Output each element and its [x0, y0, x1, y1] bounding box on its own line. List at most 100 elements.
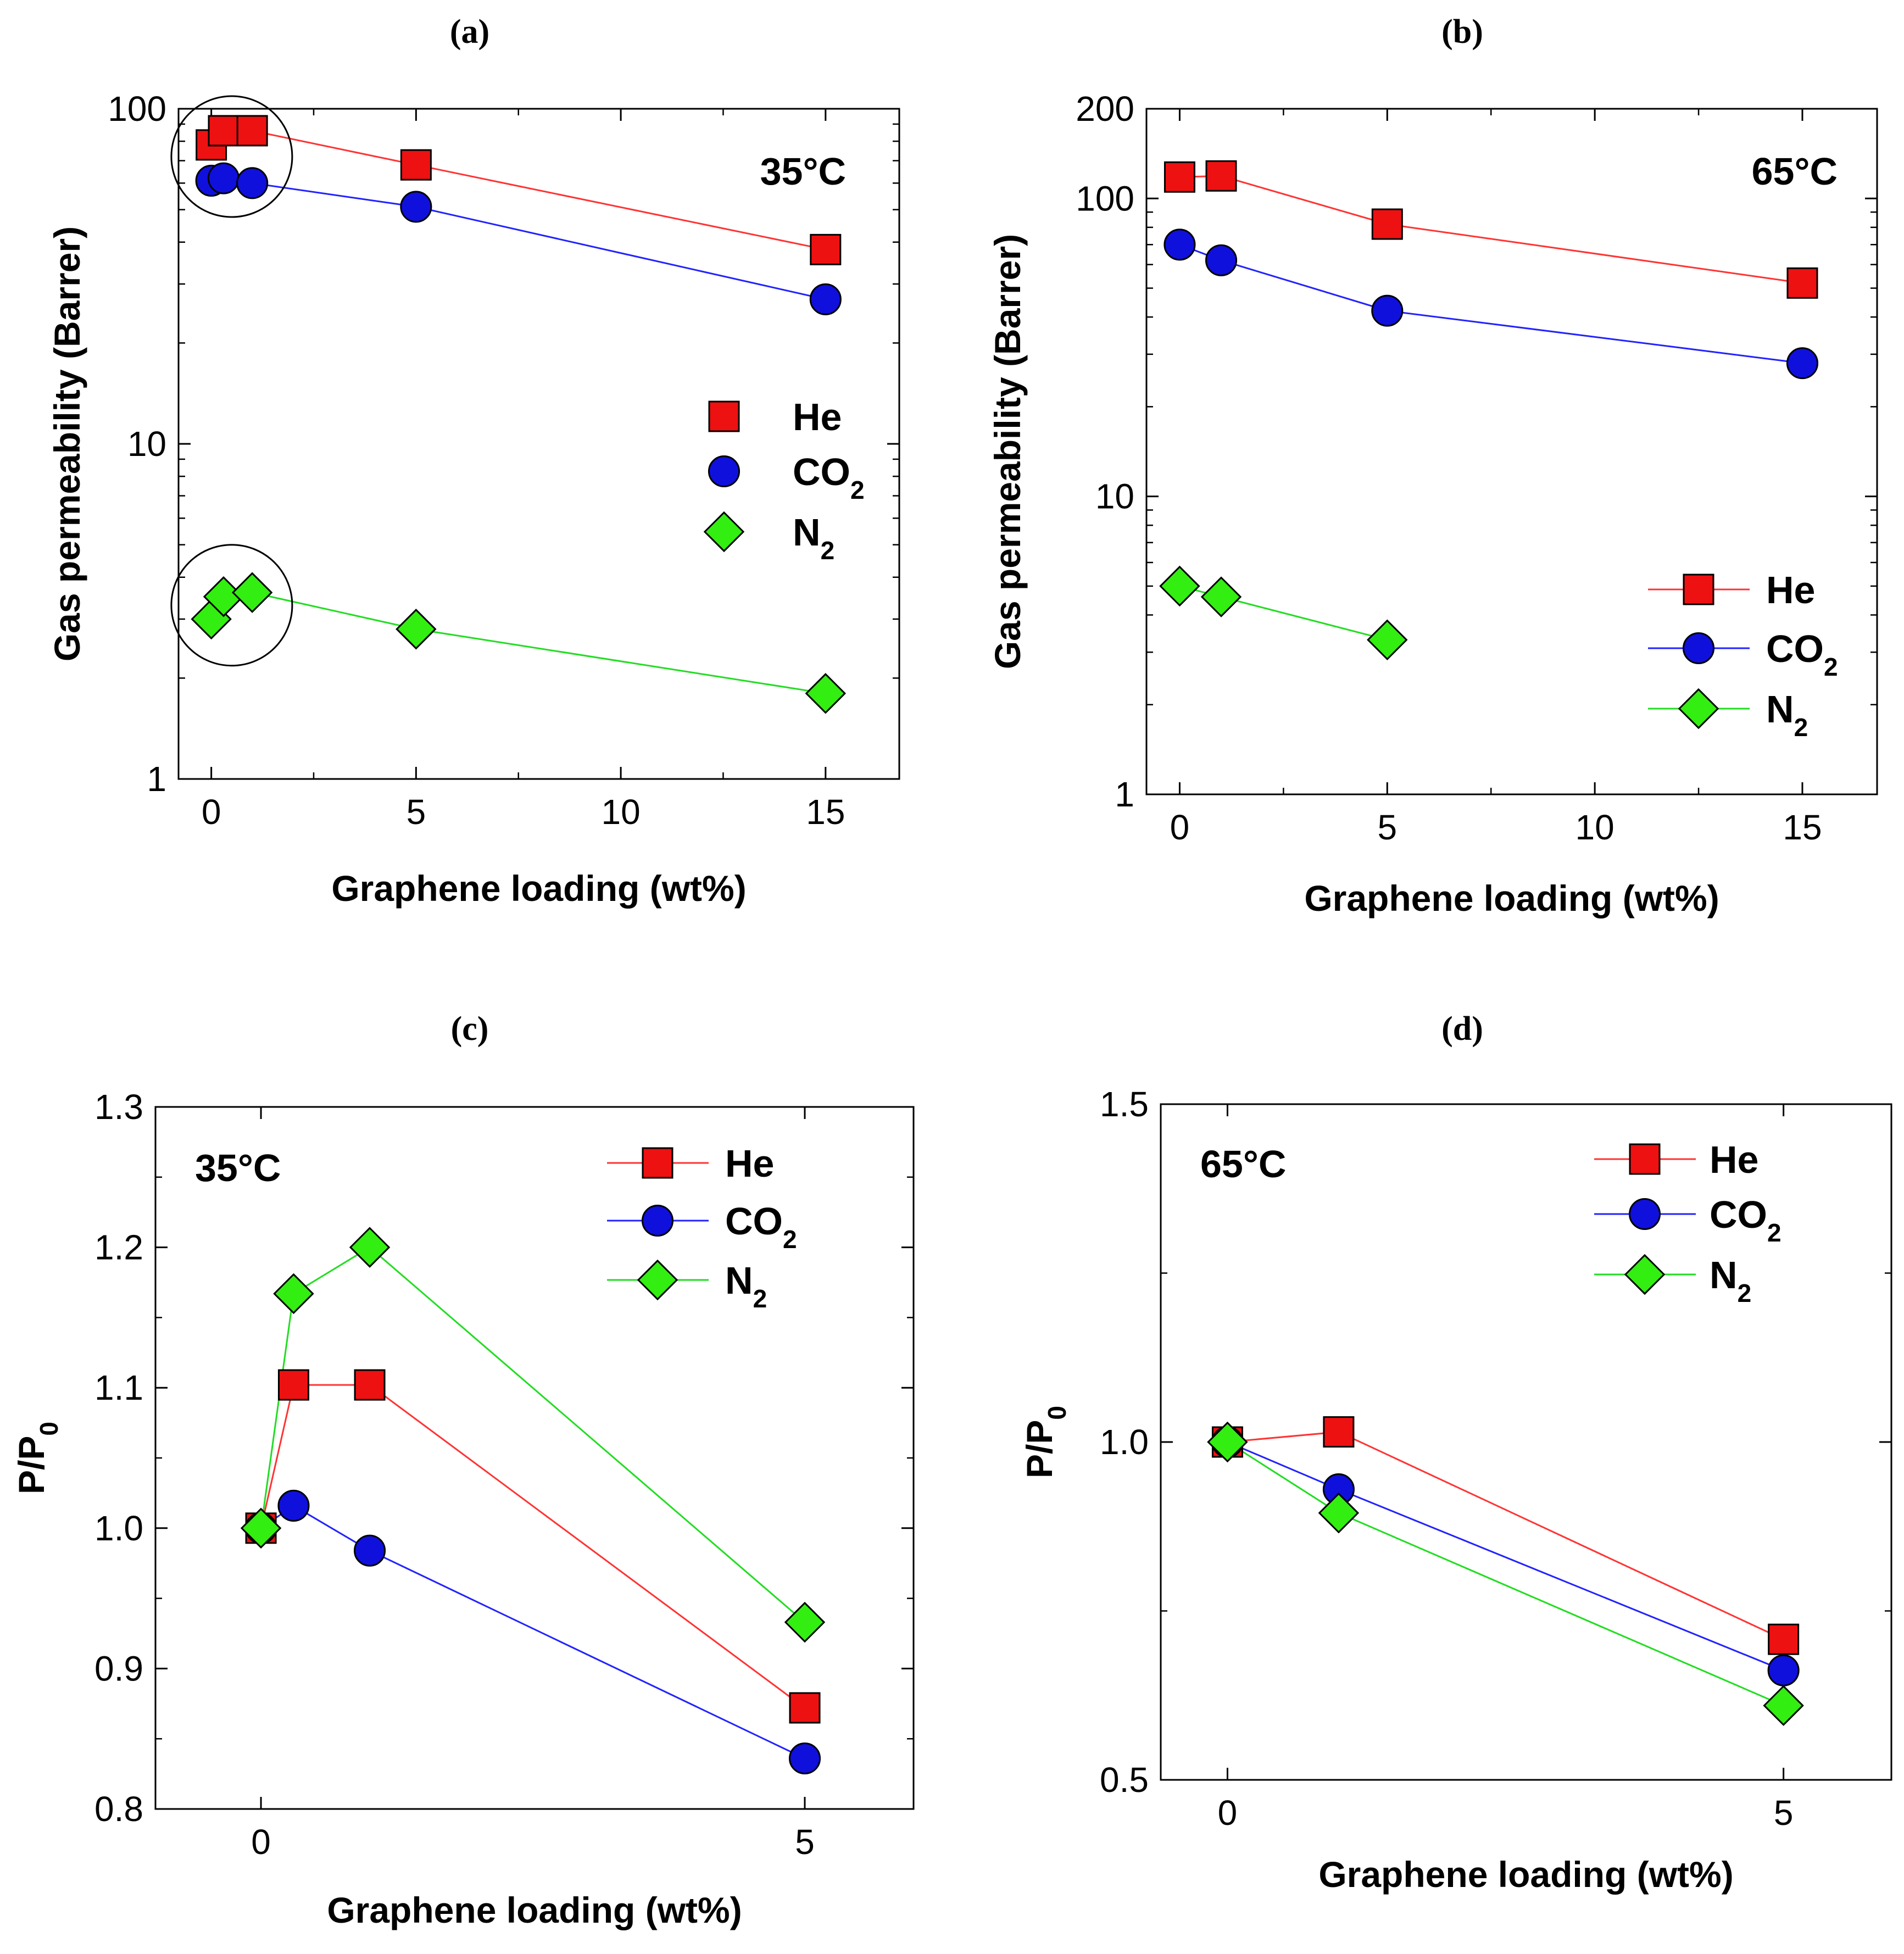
legend-marker-n2 [637, 1259, 678, 1301]
x-tick-label: 10 [1575, 808, 1614, 847]
chart-b-plot: 0 5 10 15 1 10 100 200 Graphene loading (wt%) Gas… [987, 89, 1878, 918]
y-tick-label: 1.0 [1100, 1422, 1149, 1462]
highlight-circle [170, 544, 293, 667]
legend-label-n2: N2 [1766, 688, 1808, 742]
legend-label-he: He [793, 396, 842, 438]
series-line-co2 [1227, 1441, 1784, 1672]
x-axis-title: Graphene loading (wt%) [331, 868, 746, 909]
data-point-n2 [273, 1273, 314, 1315]
x-axis-title: Graphene loading (wt%) [1318, 1854, 1733, 1895]
data-point-he [1371, 208, 1403, 240]
data-point-n2 [231, 572, 273, 613]
data-point-he [1205, 160, 1237, 192]
chart-d-plot: 0 5 0.5 1.0 1.5 Graphene loading (wt%) P/P0 65°… [1019, 1084, 1892, 1895]
y-tick-label: 1 [1115, 775, 1134, 814]
temperature-label: 35°C [195, 1146, 281, 1189]
series-line-n2 [1227, 1441, 1784, 1707]
data-point-n2 [396, 609, 437, 650]
data-point-he [789, 1692, 821, 1724]
legend-marker-co2 [708, 455, 741, 488]
x-tick-label: 15 [1783, 808, 1822, 847]
y-tick-label: 0.8 [94, 1789, 143, 1829]
data-point-n2 [1367, 619, 1408, 660]
x-tick-label: 5 [1377, 808, 1397, 847]
panel-a-letter: (a) [450, 13, 489, 51]
legend-label-he: He [725, 1142, 774, 1185]
y-tick-label: 1.5 [1100, 1084, 1149, 1124]
data-point-n2 [1200, 576, 1242, 617]
y-tick-label: 1.0 [94, 1508, 143, 1548]
panel-b: (b) 0 5 10 15 1 10 100 200 Graphene loading (wt%… [987, 13, 1878, 918]
plot-frame [177, 108, 900, 780]
data-point-he [810, 233, 842, 265]
data-point-n2 [784, 1601, 826, 1643]
legend-label-n2: N2 [725, 1259, 767, 1313]
legend-label-co2: CO2 [793, 450, 865, 504]
x-tick-label: 10 [601, 792, 640, 832]
legend-label-co2: CO2 [725, 1200, 797, 1254]
panel-d: (d) 0 5 0.5 1.0 1.5 Graphene loading (wt%) P/P… [1019, 1010, 1892, 1895]
data-point-co2 [1163, 229, 1196, 261]
data-point-n2 [1159, 565, 1200, 607]
temperature-label: 65°C [1752, 150, 1838, 193]
y-tick-label: 100 [1076, 179, 1134, 218]
series-line-he [1227, 1431, 1784, 1640]
data-point-co2 [1767, 1654, 1800, 1686]
data-point-n2 [1763, 1685, 1804, 1726]
legend-label-he: He [1766, 569, 1815, 611]
series-line-he [1179, 175, 1803, 284]
data-point-he [1163, 161, 1195, 193]
panel-d-letter: (d) [1441, 1010, 1483, 1048]
y-tick-label: 1.1 [94, 1368, 143, 1407]
series-line-n2 [260, 1246, 805, 1623]
legend-marker-co2 [1682, 632, 1715, 665]
data-point-n2 [805, 673, 847, 714]
data-point-co2 [1786, 347, 1819, 380]
legend-label-he: He [1710, 1138, 1758, 1181]
panel-c-letter: (c) [451, 1010, 489, 1048]
legend-marker-he [1629, 1143, 1661, 1175]
data-point-co2 [236, 167, 269, 199]
legend-marker-co2 [1628, 1198, 1661, 1231]
data-point-co2 [788, 1742, 821, 1775]
data-point-he [354, 1369, 386, 1401]
x-tick-label: 15 [806, 792, 845, 832]
data-point-he [1768, 1623, 1800, 1655]
data-point-he [236, 115, 268, 147]
highlight-circle [170, 95, 293, 218]
y-tick-label: 0.5 [1100, 1760, 1149, 1800]
y-tick-label: 10 [1095, 477, 1134, 516]
data-point-n2 [1207, 1421, 1248, 1463]
data-point-n2 [349, 1227, 391, 1268]
data-point-he [277, 1369, 309, 1401]
y-axis-title: Gas permeability (Barrer) [987, 234, 1028, 669]
y-tick-label: 1.3 [94, 1087, 143, 1127]
x-tick-label: 5 [1774, 1793, 1794, 1833]
y-tick-label: 1.2 [94, 1228, 143, 1267]
y-tick-label: 1 [147, 759, 166, 799]
data-point-co2 [207, 162, 240, 194]
data-point-co2 [1371, 294, 1404, 327]
x-tick-label: 5 [407, 792, 426, 832]
legend-marker-n2 [1678, 688, 1719, 730]
legend-marker-co2 [641, 1204, 674, 1237]
y-tick-label: 0.9 [94, 1649, 143, 1688]
series-line-he [260, 1384, 805, 1709]
legend-marker-he [708, 400, 740, 432]
data-point-co2 [809, 283, 842, 315]
legend-label-n2: N2 [1710, 1254, 1751, 1307]
x-tick-label: 0 [202, 792, 221, 832]
legend-marker-he [642, 1147, 673, 1179]
series-line-co2 [211, 177, 826, 300]
data-point-co2 [354, 1534, 386, 1567]
panel-b-letter: (b) [1441, 13, 1483, 51]
y-tick-label: 100 [108, 89, 166, 129]
legend-marker-he [1683, 574, 1714, 605]
temperature-label: 35°C [760, 150, 846, 193]
legend-marker-n2 [703, 511, 745, 553]
